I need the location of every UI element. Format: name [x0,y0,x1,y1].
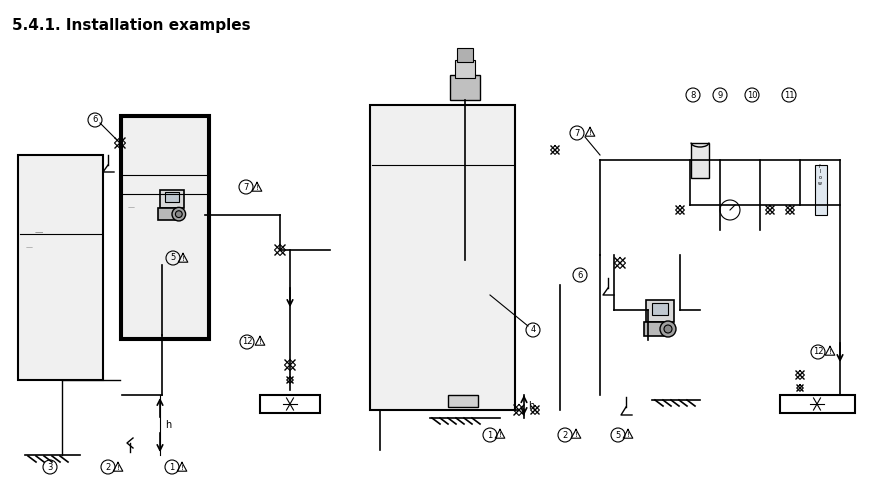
Text: 5: 5 [171,253,176,263]
Text: 9: 9 [717,91,722,99]
Bar [646,300,674,322]
Text: !: ! [259,339,261,345]
Text: 1: 1 [169,462,174,471]
Text: 8: 8 [690,91,696,99]
Text: 1: 1 [488,430,493,439]
Text: !: ! [180,465,183,471]
Text: 7: 7 [575,128,580,137]
Bar [691,143,709,178]
Text: !: ! [627,432,629,438]
Text: !: ! [829,349,832,355]
Text: !: ! [589,130,591,136]
Text: 4: 4 [531,326,536,335]
Text: 3: 3 [48,462,53,471]
Circle shape [172,207,186,221]
Bar [455,60,475,78]
Circle shape [664,325,672,333]
Bar [165,192,179,202]
Circle shape [660,321,676,337]
Text: 5.4.1. Installation examples: 5.4.1. Installation examples [12,18,251,33]
Bar [260,395,320,413]
Text: 10: 10 [747,91,758,99]
Bar [457,48,473,62]
Bar [158,208,179,220]
Text: 6: 6 [577,271,583,279]
Text: 12: 12 [813,347,824,357]
Text: 7: 7 [243,183,249,191]
Text: —: — [26,245,33,250]
Circle shape [720,200,740,220]
Bar [370,105,515,410]
Bar [652,303,668,315]
Text: 2: 2 [106,462,111,471]
Bar [122,117,208,338]
Bar [815,165,827,215]
Text: !: ! [116,465,120,471]
Text: —: — [128,205,135,211]
Bar [780,395,855,413]
Text: !: ! [255,185,259,191]
Bar [120,115,210,340]
Circle shape [175,211,182,217]
Text: h: h [528,401,534,411]
Bar [450,75,480,100]
Text: 12: 12 [242,338,253,346]
Text: 2: 2 [562,430,568,439]
Bar [644,322,668,336]
Text: 11: 11 [784,91,795,99]
Text: h: h [165,420,172,430]
Text: !: ! [181,256,185,262]
Text: 5: 5 [615,430,620,439]
Text: f
l
o
w: f l o w [818,164,822,186]
Text: 6: 6 [92,116,98,124]
Text: !: ! [499,432,502,438]
Text: !: ! [575,432,577,438]
Bar [160,189,184,208]
Bar [18,155,103,380]
Text: —: — [35,228,43,237]
Bar [448,395,478,407]
